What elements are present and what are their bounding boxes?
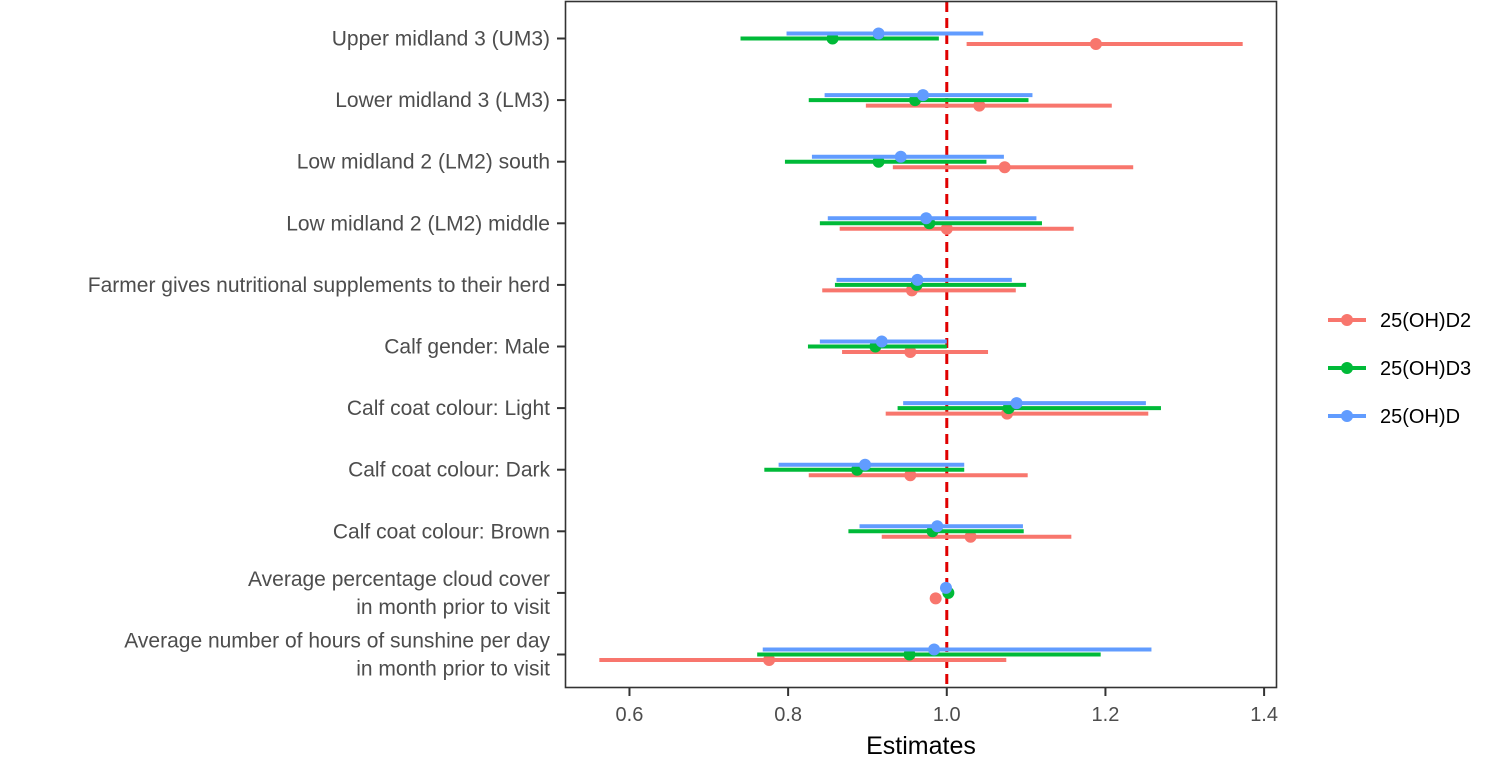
x-tick-label: 0.8 [774,704,802,726]
series-2 [762,27,1152,656]
estimate-point [920,212,933,225]
x-axis-title: Estimates [866,732,976,757]
y-tick-label: in month prior to visit [356,596,550,619]
estimate-point [973,99,986,112]
estimate-point [1010,397,1023,410]
legend-item: 25(OH)D [1328,406,1460,428]
legend-key-point [1341,314,1353,326]
y-tick-label: Calf coat colour: Dark [348,459,550,482]
estimate-point [904,469,917,482]
legend-key-point [1341,410,1353,422]
estimate-point [940,222,953,235]
legend: 25(OH)D2 25(OH)D3 25(OH)D [1328,310,1471,428]
legend-label: 25(OH)D [1380,406,1460,428]
y-tick-label: in month prior to visit [356,658,550,681]
x-tick-label: 1.2 [1092,704,1120,726]
series-1 [740,32,1161,661]
y-tick-label: Average number of hours of sunshine per … [124,630,550,653]
estimate-point [859,458,872,471]
plot-panel-border [564,0,1278,689]
y-tick-label: Low midland 2 (LM2) south [297,151,550,174]
y-tick-label: Lower midland 3 (LM3) [335,89,550,112]
legend-label: 25(OH)D3 [1380,358,1471,380]
estimate-point [939,581,952,594]
y-tick-label: Calf coat colour: Brown [333,520,550,543]
y-tick-label: Average percentage cloud cover [248,568,550,591]
estimate-point [911,273,924,286]
estimate-point [929,592,942,605]
y-tick-label: Farmer gives nutritional supplements to … [88,274,550,297]
estimate-point [904,346,917,358]
estimate-point [916,89,929,102]
estimate-point [964,530,977,543]
x-tick-label: 1.4 [1250,704,1278,726]
estimate-point [763,654,776,666]
legend-item: 25(OH)D3 [1328,358,1471,380]
y-tick-label: Low midland 2 (LM2) middle [286,212,550,235]
y-tick-label: Calf coat colour: Light [347,397,550,420]
estimate-point [998,161,1011,174]
y-axis: Upper midland 3 (UM3) Lower midland 3 (LM… [88,28,565,681]
y-tick-label: Calf gender: Male [384,336,550,359]
y-tick-label: Upper midland 3 (UM3) [332,28,550,51]
x-tick-label: 1.0 [933,704,961,726]
series-0 [599,38,1243,666]
estimate-point [875,335,888,348]
estimate-point [894,150,907,163]
legend-key-point [1341,362,1353,374]
estimate-point [928,643,941,656]
estimate-point [872,27,885,40]
x-tick-label: 0.6 [616,704,644,726]
estimate-point [931,520,944,533]
x-axis: 0.6 0.8 1.0 1.2 1.4 [616,688,1278,726]
legend-label: 25(OH)D2 [1380,310,1471,332]
legend-item: 25(OH)D2 [1328,310,1471,332]
estimate-point [1089,38,1102,50]
